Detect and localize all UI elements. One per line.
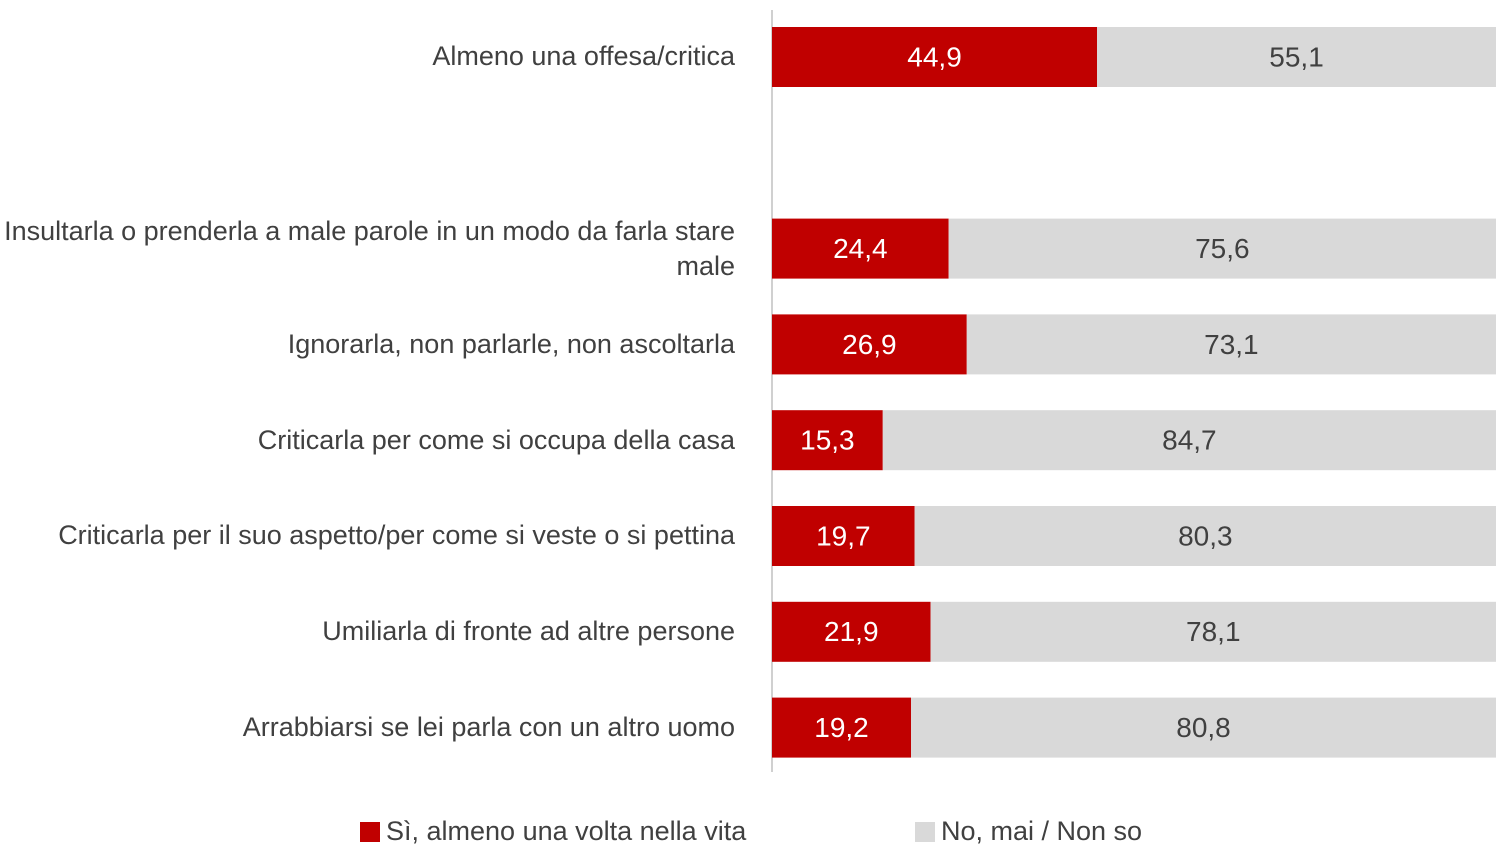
legend-label: No, mai / Non so: [941, 816, 1142, 846]
category-text: Almeno una offesa/critica: [432, 41, 735, 72]
bar: [772, 27, 1098, 87]
bar: [772, 218, 949, 279]
value-label: 55,1: [1269, 41, 1324, 72]
category-text: Arrabbiarsi se lei parla con un altro uo…: [242, 712, 735, 743]
category-text: Insultarla o prenderla a male parole in …: [4, 215, 735, 281]
bar: [772, 410, 883, 471]
category-text: Ignorarla, non parlarle, non ascoltarla: [287, 328, 735, 359]
value-label: 24,4: [833, 233, 888, 264]
bar: [966, 314, 1496, 375]
category-label: Insultarla o prenderla a male parole in …: [0, 204, 735, 294]
value-label: 84,7: [1162, 425, 1217, 456]
legend-swatch: [360, 822, 380, 842]
category-text: Criticarla per il suo aspetto/per come s…: [58, 520, 735, 551]
value-label: 21,9: [824, 616, 879, 647]
value-label: 78,1: [1186, 616, 1241, 647]
value-label: 15,3: [800, 425, 855, 456]
category-label: Criticarla per il suo aspetto/per come s…: [0, 491, 735, 581]
value-label: 44,9: [907, 41, 962, 72]
value-label: 75,6: [1195, 233, 1250, 264]
value-label: 73,1: [1204, 329, 1259, 360]
bar: [948, 218, 1496, 279]
legend-label: Sì, almeno una volta nella vita: [386, 816, 747, 846]
category-label: Umiliarla di fronte ad altre persone: [0, 587, 735, 677]
legend-swatch: [915, 822, 935, 842]
category-label: Criticarla per come si occupa della casa: [0, 395, 735, 485]
value-label: 19,2: [814, 712, 869, 743]
bar: [882, 410, 1496, 471]
value-label: 80,8: [1176, 712, 1231, 743]
value-label: 26,9: [842, 329, 897, 360]
category-label: Ignorarla, non parlarle, non ascoltarla: [0, 299, 735, 389]
category-text: Umiliarla di fronte ad altre persone: [322, 616, 735, 647]
value-label: 19,7: [816, 520, 871, 551]
value-label: 80,3: [1178, 520, 1233, 551]
bar: [772, 506, 915, 566]
bar: [1097, 27, 1496, 87]
bar: [914, 506, 1496, 566]
bar: [911, 697, 1496, 758]
bar: [772, 314, 967, 375]
category-label: Almeno una offesa/critica: [0, 12, 735, 102]
bar: [772, 601, 931, 662]
category-label: Arrabbiarsi se lei parla con un altro uo…: [0, 683, 735, 773]
bar: [772, 697, 912, 758]
bar: [930, 601, 1496, 662]
category-text: Criticarla per come si occupa della casa: [257, 424, 735, 455]
